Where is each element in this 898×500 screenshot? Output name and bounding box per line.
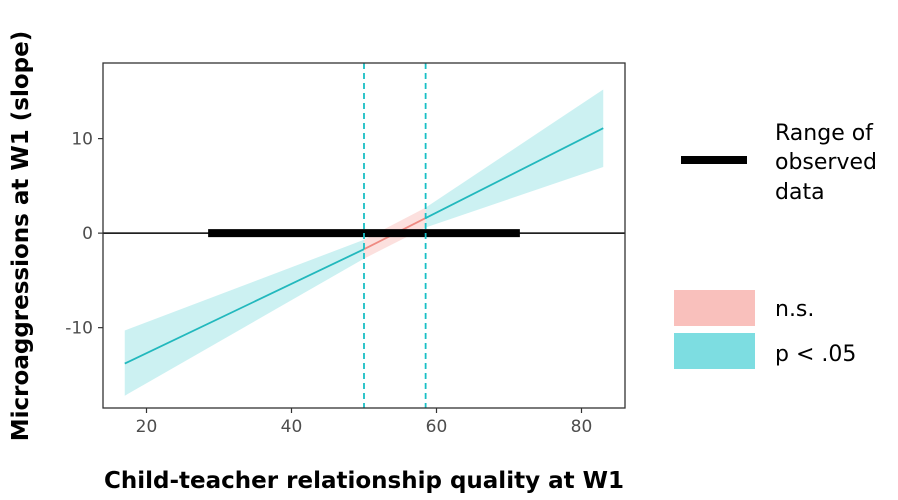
- x-axis-title: Child-teacher relationship quality at W1: [104, 468, 624, 494]
- y-tick-label-0: 0: [82, 224, 93, 244]
- ci-ribbon-high: [425, 89, 604, 228]
- plot-layer: [103, 63, 625, 408]
- legend-ns-key: [674, 290, 755, 326]
- y-axis-title: Microaggressions at W1 (slope): [8, 31, 34, 441]
- legend-ns-label: n.s.: [775, 297, 814, 322]
- legend-sig-label: p < .05: [775, 342, 856, 367]
- plot-panel-border: [102, 62, 626, 409]
- y-tick-label-10: 10: [71, 130, 93, 150]
- legend-range-label-line-1: Range of: [775, 121, 874, 146]
- legend-sig-key: [674, 333, 755, 369]
- x-tick-label-40: 40: [281, 417, 303, 437]
- x-tick-label-60: 60: [426, 417, 448, 437]
- x-tick-label-80: 80: [571, 417, 593, 437]
- legend-range-label-line-3: data: [775, 180, 825, 205]
- slope-line-high: [425, 127, 604, 219]
- slope-line-low: [124, 248, 365, 365]
- y-tick-label--10: -10: [65, 319, 93, 339]
- ci-ribbon-low: [124, 239, 364, 396]
- legend: Range of observed data n.s. p < .05: [674, 121, 877, 369]
- legend-range-label-line-2: observed: [775, 150, 877, 175]
- x-tick-label-20: 20: [136, 417, 158, 437]
